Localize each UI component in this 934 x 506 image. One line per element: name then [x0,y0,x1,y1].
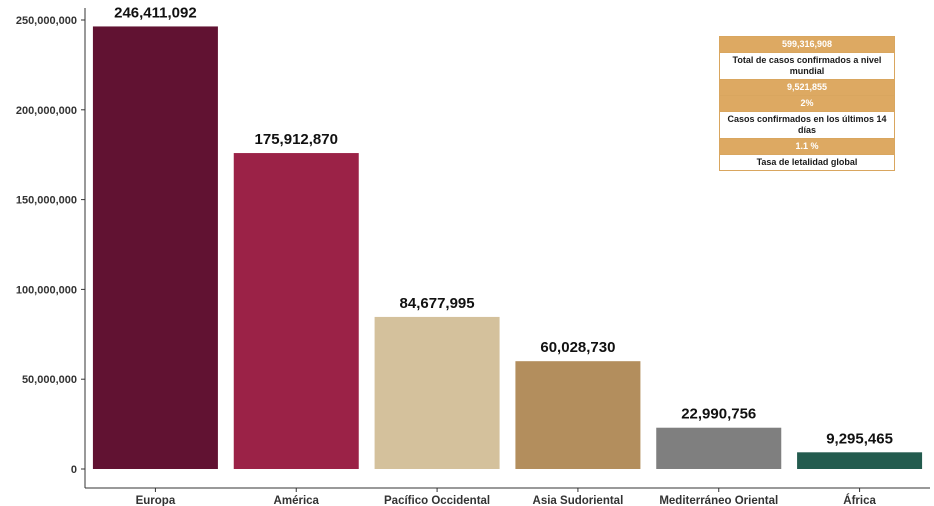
bar [515,361,641,469]
bar [656,427,782,469]
total-cases-value: 599,316,908 [720,37,894,53]
y-tick-label: 200,000,000 [16,105,77,117]
bar-value-label: 22,990,756 [681,406,756,423]
bar-value-label: 60,028,730 [540,339,615,356]
recent-cases-value: 9,521,855 [720,80,894,96]
bar [797,452,923,469]
x-tick-label: América [274,495,320,506]
x-tick-label: África [843,494,876,506]
y-tick-label: 100,000,000 [16,284,77,296]
y-tick-label: 0 [71,464,77,476]
total-cases-label: Total de casos confirmados a nivel mundi… [720,53,894,80]
bar [92,26,218,469]
x-tick-label: Pacífico Occidental [384,495,490,506]
bars [92,26,923,469]
bar [374,316,500,469]
y-tick-label: 250,000,000 [16,15,77,27]
bar-value-label: 175,912,870 [255,131,338,148]
y-axis: 0 50,000,000 100,000,000 150,000,000 200,000… [16,8,86,488]
y-tick-label: 150,000,000 [16,195,77,207]
bar-value-label: 84,677,995 [400,295,475,312]
x-tick-label: Asia Sudoriental [533,495,624,506]
summary-stats-box: 599,316,908 Total de casos confirmados a… [719,36,895,171]
value-labels: 246,411,092 175,912,870 84,677,995 60,028,7… [114,4,893,447]
recent-cases-label: Casos confirmados en los últimos 14 días [720,112,894,139]
y-tick-label: 50,000,000 [22,374,77,386]
fatality-rate-value: 1.1 % [720,139,894,155]
bar-value-label: 9,295,465 [826,430,893,447]
x-tick-label: Europa [136,495,176,506]
x-axis: Europa América Pacífico Occidental Asia Sud… [85,487,930,506]
fatality-rate-label: Tasa de letalidad global [720,155,894,170]
bar-value-label: 246,411,092 [114,4,197,21]
bar [233,153,359,469]
x-tick-label: Mediterráneo Oriental [659,495,778,506]
recent-cases-percent: 2% [720,96,894,112]
